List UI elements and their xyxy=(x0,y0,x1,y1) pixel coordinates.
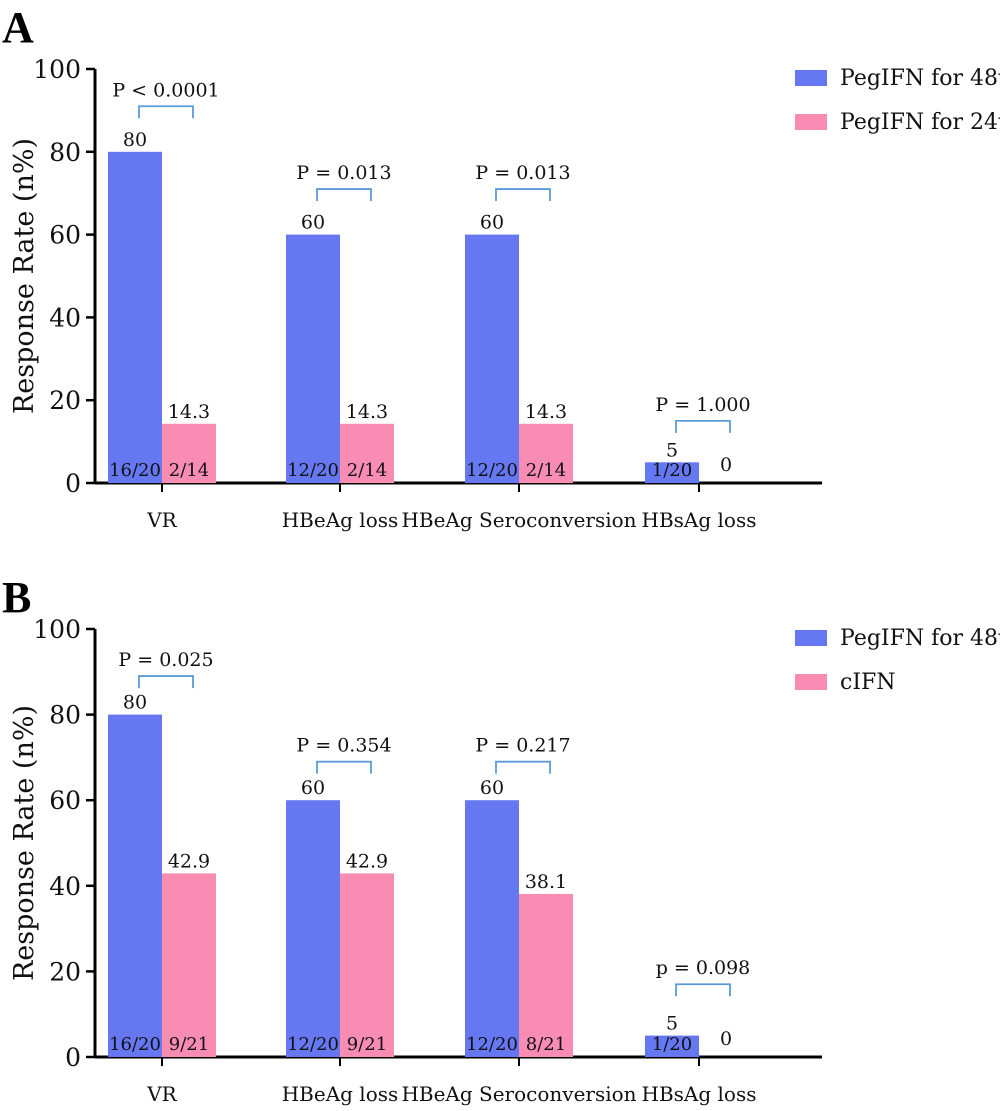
p-value-label: P = 1.000 xyxy=(655,394,750,416)
p-value-label: P = 0.013 xyxy=(296,162,391,184)
bar-value-label: 5 xyxy=(666,439,678,461)
chart-b: 0 20 40 60 80 100 Response Rate (n%) VR 80 16/20 4… xyxy=(9,615,1000,1106)
bar xyxy=(286,234,340,483)
bar xyxy=(162,423,216,483)
bar-count-label: 8/21 xyxy=(526,1034,566,1055)
bar xyxy=(519,423,573,483)
p-value-label: p = 0.098 xyxy=(656,957,751,979)
significance-bracket xyxy=(675,420,731,433)
bar-value-label: 80 xyxy=(123,129,147,151)
bar xyxy=(286,800,340,1057)
bar xyxy=(519,893,573,1057)
bar-value-label: 60 xyxy=(301,777,325,799)
significance-bracket xyxy=(495,188,551,202)
p-value-label: P = 0.025 xyxy=(118,649,213,671)
significance-bracket xyxy=(495,760,551,774)
panel-letter-b: B xyxy=(2,573,31,622)
chart-a: 0 20 40 60 80 100 Response Rate (n%) VR 80 16/20 1… xyxy=(9,55,1000,532)
bar-value-label: 5 xyxy=(666,1013,678,1035)
bar-value-label: 42.9 xyxy=(346,850,388,872)
legend-label: cIFN xyxy=(840,670,896,695)
bar-value-label: 80 xyxy=(123,692,147,714)
bar-value-label: 60 xyxy=(301,212,325,234)
bar-value-label: 38.1 xyxy=(525,871,567,893)
y-tick-label: 0 xyxy=(65,469,81,498)
x-tick-label: HBsAg loss xyxy=(642,1082,757,1106)
legend-swatch xyxy=(795,630,827,646)
legend-label: PegIFN for 48w xyxy=(840,66,1000,91)
bar-value-label: 60 xyxy=(480,212,504,234)
x-tick-label: HBeAg Seroconversion xyxy=(401,508,636,532)
bar-value-label: 42.9 xyxy=(168,850,210,872)
y-axis-label: Response Rate (n%) xyxy=(9,705,40,981)
bar xyxy=(162,873,216,1057)
bar-count-label: 1/20 xyxy=(652,460,692,481)
bar-count-label: 1/20 xyxy=(652,1034,692,1055)
y-tick-label: 40 xyxy=(49,872,81,901)
bar-value-label: 14.3 xyxy=(346,401,388,423)
x-tick-label: VR xyxy=(146,1082,177,1106)
significance-bracket xyxy=(316,760,372,774)
bar-count-label: 2/14 xyxy=(169,460,209,481)
bar-count-label: 12/20 xyxy=(466,1034,518,1055)
x-tick-label: VR xyxy=(146,508,177,532)
y-tick-label: 0 xyxy=(65,1043,81,1072)
legend-label: PegIFN for 24w xyxy=(840,110,1000,135)
y-tick-label: 60 xyxy=(49,786,81,815)
bar-count-label: 12/20 xyxy=(287,460,339,481)
bar xyxy=(645,462,699,483)
bar-value-label: 14.3 xyxy=(525,401,567,423)
bar xyxy=(108,714,162,1057)
significance-bracket xyxy=(138,675,194,689)
significance-bracket xyxy=(316,188,372,202)
panel-letter-a: A xyxy=(2,3,34,52)
legend-swatch xyxy=(795,70,827,86)
bar xyxy=(108,151,162,484)
x-tick-label: HBeAg loss xyxy=(282,1082,399,1106)
bar-value-label: 0 xyxy=(720,454,732,476)
bar-count-label: 16/20 xyxy=(109,1034,161,1055)
y-tick-label: 80 xyxy=(49,701,81,730)
y-tick-label: 100 xyxy=(33,55,81,84)
significance-bracket xyxy=(675,983,731,997)
bar-count-label: 12/20 xyxy=(466,460,518,481)
bar-count-label: 12/20 xyxy=(287,1034,339,1055)
bar-count-label: 2/14 xyxy=(347,460,387,481)
p-value-label: P < 0.0001 xyxy=(112,79,219,101)
y-tick-label: 60 xyxy=(49,221,81,250)
x-tick-label: HBeAg Seroconversion xyxy=(401,1082,636,1106)
bar xyxy=(645,1035,699,1057)
y-tick-label: 80 xyxy=(49,138,81,167)
bar-count-label: 9/21 xyxy=(169,1034,209,1055)
x-tick-label: HBsAg loss xyxy=(642,508,757,532)
significance-bracket xyxy=(138,105,194,119)
bar xyxy=(465,800,519,1057)
p-value-label: P = 0.354 xyxy=(296,735,391,757)
bar-value-label: 60 xyxy=(480,777,504,799)
x-tick-label: HBeAg loss xyxy=(282,508,399,532)
legend-label: PegIFN for 48w xyxy=(840,626,1000,651)
y-tick-label: 100 xyxy=(33,615,81,644)
bar xyxy=(340,873,394,1057)
legend-swatch xyxy=(795,674,827,690)
bar xyxy=(340,423,394,483)
p-value-label: P = 0.013 xyxy=(475,162,570,184)
bar-count-label: 9/21 xyxy=(347,1034,387,1055)
bar-count-label: 2/14 xyxy=(526,460,566,481)
y-tick-label: 20 xyxy=(49,957,81,986)
p-value-label: P = 0.217 xyxy=(475,735,570,757)
legend-swatch xyxy=(795,114,827,130)
bar-count-label: 16/20 xyxy=(109,460,161,481)
y-tick-label: 20 xyxy=(49,386,81,415)
y-axis-label: Response Rate (n%) xyxy=(9,138,40,414)
bar-value-label: 0 xyxy=(720,1028,732,1050)
bar xyxy=(465,234,519,483)
bar-value-label: 14.3 xyxy=(168,401,210,423)
y-tick-label: 40 xyxy=(49,303,81,332)
